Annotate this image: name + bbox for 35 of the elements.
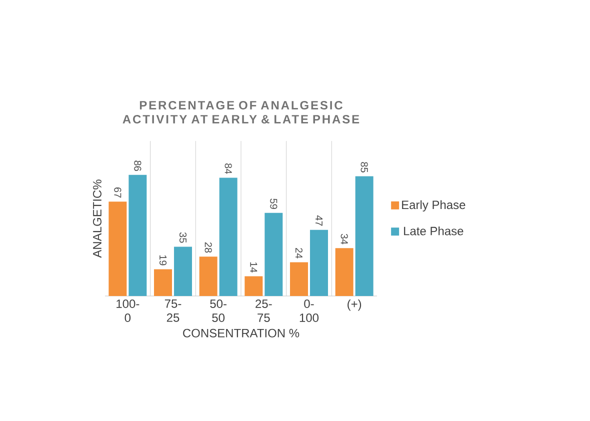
bar [108, 202, 127, 296]
chart-title: PERCENTAGE OF ANALGESIC ACTIVITY AT EARLY & LATE PHASE [122, 100, 360, 124]
data-label: 85 [360, 162, 368, 172]
data-label: 59 [270, 198, 278, 209]
data-label: 19 [159, 255, 167, 266]
bar [335, 248, 354, 296]
legend-label: Late Phase [404, 226, 464, 236]
data-label: 86 [134, 160, 142, 171]
bar [264, 212, 283, 296]
data-label: 14 [250, 262, 258, 272]
data-label: 35 [179, 232, 187, 243]
data-label: 67 [114, 187, 122, 198]
data-label: 28 [204, 242, 212, 253]
bar [310, 230, 328, 296]
bar [219, 178, 238, 296]
data-label: 24 [296, 248, 302, 258]
x-tick-label: 100-0 [116, 300, 140, 322]
bar [355, 176, 374, 296]
bar [199, 256, 218, 296]
bar [128, 174, 147, 296]
x-axis-title: CONSENTRATION % [183, 328, 300, 338]
x-tick-label: 50-50 [210, 300, 226, 322]
y-axis-title: ANALGETIC% [92, 180, 102, 258]
x-tick-label: (+) [348, 300, 362, 311]
data-label: 34 [340, 234, 348, 244]
bar [290, 262, 308, 296]
bar [244, 276, 263, 296]
bar [174, 246, 192, 296]
bar [154, 269, 172, 296]
x-tick-label: 0-100 [300, 300, 319, 322]
x-tick-label: 75-25 [164, 300, 182, 322]
data-label: 47 [316, 215, 322, 226]
data-label: 84 [224, 164, 232, 174]
legend-label: Early Phase [402, 200, 466, 212]
x-tick-label: 25-75 [256, 300, 272, 322]
